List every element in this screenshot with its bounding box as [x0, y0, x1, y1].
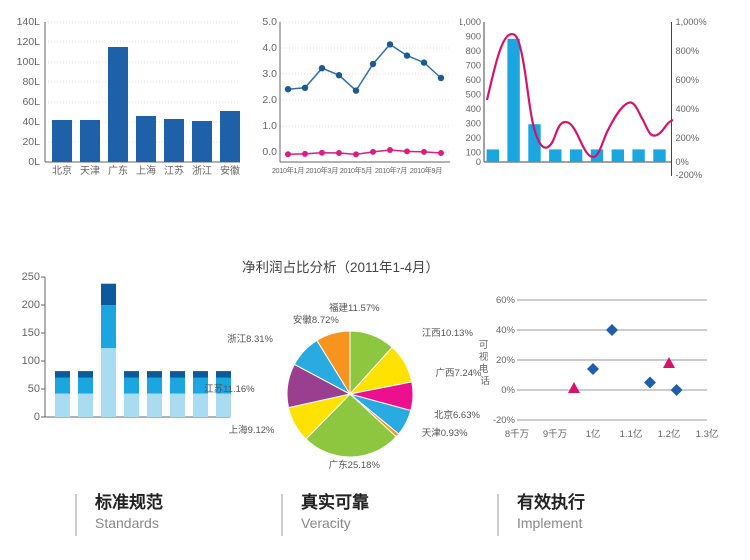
svg-text:9千万: 9千万: [543, 429, 567, 440]
svg-text:80L: 80L: [22, 76, 40, 88]
svg-text:5.0: 5.0: [262, 16, 277, 28]
svg-text:800: 800: [466, 46, 481, 56]
svg-text:-200%: -200%: [676, 170, 703, 180]
svg-text:8千万: 8千万: [505, 429, 529, 440]
svg-text:20L: 20L: [22, 136, 40, 148]
svg-text:250: 250: [22, 271, 40, 283]
svg-text:0: 0: [476, 157, 481, 167]
svg-text:福建11.57%: 福建11.57%: [329, 302, 380, 314]
svg-text:安徽: 安徽: [220, 164, 240, 177]
svg-text:100L: 100L: [17, 56, 41, 68]
svg-text:700: 700: [466, 61, 481, 71]
svg-text:2010年1月: 2010年1月: [272, 166, 304, 175]
svg-text:400: 400: [466, 104, 481, 114]
svg-text:500: 500: [466, 90, 481, 100]
svg-text:浙江8.31%: 浙江8.31%: [227, 333, 273, 345]
svg-text:0L: 0L: [28, 156, 40, 168]
svg-text:800%: 800%: [676, 46, 700, 56]
svg-text:北京: 北京: [52, 164, 72, 177]
svg-text:150: 150: [22, 327, 40, 339]
svg-text:900: 900: [466, 32, 481, 42]
svg-text:0%: 0%: [676, 157, 689, 167]
svg-text:40%: 40%: [496, 325, 516, 336]
svg-text:浙江: 浙江: [192, 165, 212, 177]
svg-text:600%: 600%: [676, 75, 700, 85]
svg-text:安徽8.72%: 安徽8.72%: [293, 314, 339, 326]
svg-text:上海9.12%: 上海9.12%: [229, 424, 275, 436]
svg-text:140L: 140L: [17, 16, 41, 28]
svg-text:600: 600: [466, 75, 481, 85]
svg-text:2010年3月: 2010年3月: [306, 166, 338, 175]
svg-text:江苏: 江苏: [164, 164, 184, 177]
svg-text:-20%: -20%: [493, 415, 516, 426]
svg-text:200: 200: [22, 299, 40, 311]
svg-text:100: 100: [22, 355, 40, 367]
svg-text:可 视 电 话: 可 视 电 话: [479, 340, 491, 387]
svg-text:江苏11.16%: 江苏11.16%: [204, 383, 255, 395]
svg-text:2.0: 2.0: [262, 94, 277, 106]
svg-text:1.2亿: 1.2亿: [658, 428, 681, 440]
svg-text:1.0: 1.0: [262, 120, 277, 132]
svg-text:3.0: 3.0: [262, 68, 277, 80]
svg-text:0%: 0%: [501, 385, 515, 396]
svg-text:200%: 200%: [676, 133, 700, 143]
svg-text:1亿: 1亿: [586, 428, 601, 440]
svg-text:广东: 广东: [108, 164, 128, 177]
svg-text:1.3亿: 1.3亿: [696, 428, 719, 440]
svg-text:2010年7月: 2010年7月: [375, 166, 407, 175]
svg-text:4.0: 4.0: [262, 42, 277, 54]
svg-text:天津: 天津: [80, 165, 100, 177]
svg-text:100: 100: [466, 148, 481, 158]
svg-text:60L: 60L: [22, 96, 40, 108]
svg-text:0.0: 0.0: [262, 146, 277, 158]
svg-text:1,000%: 1,000%: [676, 17, 707, 27]
svg-text:50: 50: [28, 383, 40, 395]
svg-text:200: 200: [466, 133, 481, 143]
svg-text:20%: 20%: [496, 355, 516, 366]
svg-text:60%: 60%: [496, 295, 516, 306]
svg-text:1.1亿: 1.1亿: [620, 428, 643, 440]
svg-text:1,000: 1,000: [460, 17, 481, 27]
svg-text:2010年5月: 2010年5月: [340, 166, 372, 175]
svg-text:2010年9月: 2010年9月: [410, 166, 442, 175]
svg-text:40L: 40L: [22, 116, 40, 128]
svg-text:0: 0: [34, 411, 40, 423]
svg-text:120L: 120L: [17, 36, 41, 48]
svg-text:300: 300: [466, 119, 481, 129]
svg-text:400%: 400%: [676, 104, 700, 114]
svg-text:上海: 上海: [136, 164, 156, 177]
